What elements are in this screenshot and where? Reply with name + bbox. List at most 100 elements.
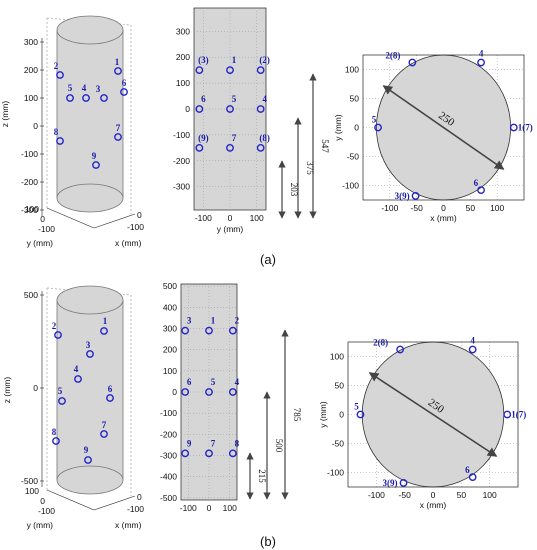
sensor-label: 2 (235, 316, 240, 326)
sensor-marker (205, 326, 213, 335)
sensor-label: 3 (187, 316, 192, 326)
sensor-label: 5 (68, 83, 73, 93)
dimension-label: 500 (274, 439, 284, 453)
y-tick-label: 100 (176, 78, 190, 88)
cylinder-bottom (56, 183, 124, 213)
x-axis-label: x (mm) (115, 238, 142, 248)
y-tick-label: 50 (335, 381, 345, 391)
sensor-label: 1(7) (518, 123, 533, 133)
y-tick-label: 100 (345, 65, 359, 75)
sensor-marker (114, 133, 122, 141)
z-tick-label: 500 (24, 290, 38, 300)
x-tick-label: 0 (207, 503, 212, 513)
x-axis-label: x (mm) (115, 520, 142, 530)
sensor-label: 4 (479, 49, 484, 59)
sensor-marker (195, 143, 204, 152)
sensor-label: 2(8) (373, 338, 388, 348)
z-tick-label: -500 (21, 476, 38, 486)
base-axis (46, 207, 95, 229)
sensor-marker (226, 66, 234, 75)
x-tick-label: -100 (381, 203, 398, 213)
x-tick-label: -100 (127, 504, 144, 514)
z-tick-label: -100 (21, 149, 38, 159)
y-tick-label: -500 (160, 493, 177, 503)
sensor-marker (100, 94, 108, 102)
y-tick-label: -100 (38, 506, 55, 516)
panel-label-a: (a) (260, 252, 276, 267)
sensor-marker (408, 58, 417, 67)
sensor-marker (120, 88, 128, 96)
sensor-marker (256, 143, 265, 152)
cylinder-body (57, 30, 123, 198)
sensor-marker (256, 66, 265, 75)
sensor-marker (181, 449, 190, 458)
y-tick-label: 100 (25, 486, 39, 496)
y-tick-label: 300 (176, 26, 190, 36)
y-tick-label: 0 (40, 496, 45, 506)
sensor-label: 1 (115, 57, 120, 67)
x-axis-label: x (mm) (430, 213, 457, 223)
base-axis (93, 213, 136, 229)
diameter-arrow (368, 372, 498, 457)
sensor-label: 9 (84, 445, 89, 455)
sensor-label: 1 (232, 55, 237, 65)
z-tick-label: -300 (21, 205, 38, 215)
x-tick-label: 100 (490, 203, 504, 213)
plot-frame (362, 54, 525, 201)
sensor-label: 5 (58, 386, 63, 396)
sensor-marker (106, 394, 114, 402)
y-tick-label: -100 (173, 130, 190, 140)
x-tick-label: 50 (466, 203, 476, 213)
sensor-marker (92, 161, 100, 169)
sensor-marker (374, 123, 382, 132)
sensor-marker (399, 479, 408, 487)
sensor-marker (356, 410, 365, 419)
sensor-marker (181, 326, 190, 335)
dimension-label: 375 (305, 161, 315, 175)
y-tick-label: -100 (327, 468, 344, 478)
x-axis-label: y (mm) (217, 224, 244, 234)
y-axis-label: y (mm) (27, 520, 54, 530)
sensor-marker (205, 449, 213, 458)
dimension-label: 785 (292, 408, 302, 422)
sensor-label: 8 (52, 427, 57, 437)
sensor-marker (86, 350, 94, 358)
sensor-marker (58, 397, 66, 405)
y-tick-label: -200 (173, 156, 190, 166)
z-tick-label: 300 (24, 37, 38, 47)
sensor-marker (54, 331, 62, 339)
sensor-marker (100, 430, 108, 438)
sensor-label: 6 (122, 78, 127, 88)
sensor-marker (228, 326, 237, 335)
x-tick-label: -100 (127, 222, 144, 232)
x-axis-label: x (mm) (420, 500, 447, 510)
sensor-marker (56, 71, 64, 79)
x-tick-label: -50 (411, 203, 424, 213)
sensor-label: 7 (116, 123, 121, 133)
y-tick-label: 100 (330, 352, 344, 362)
sensor-marker (226, 105, 234, 113)
sensor-marker (477, 186, 485, 195)
y-tick-label: -50 (332, 439, 345, 449)
y-tick-label: 0 (185, 104, 190, 114)
sensor-label: 6 (474, 178, 479, 188)
y-tick-label: -400 (160, 472, 177, 482)
y-tick-label: 300 (163, 323, 177, 333)
sensor-label: 2 (52, 321, 57, 331)
sensor-label: 4 (235, 377, 240, 387)
sensor-marker (468, 345, 477, 354)
x-tick-label: 50 (457, 490, 467, 500)
sensor-label: 4 (262, 94, 267, 104)
x-tick-label: 100 (223, 503, 237, 513)
sensor-marker (195, 66, 204, 75)
sensor-label: 2(8) (385, 51, 400, 61)
sensor-marker (56, 137, 64, 145)
panel-label-b: (b) (260, 534, 276, 549)
x-tick-label: 0 (228, 213, 233, 223)
sensor-label: 1 (211, 316, 216, 326)
sensor-label: 7 (102, 420, 107, 430)
sensor-label: 9 (187, 438, 192, 448)
sensor-marker (411, 192, 420, 200)
x-tick-label: 0 (431, 490, 436, 500)
